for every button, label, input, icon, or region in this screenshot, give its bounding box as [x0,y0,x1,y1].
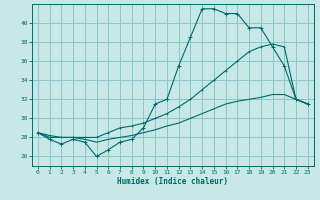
X-axis label: Humidex (Indice chaleur): Humidex (Indice chaleur) [117,177,228,186]
